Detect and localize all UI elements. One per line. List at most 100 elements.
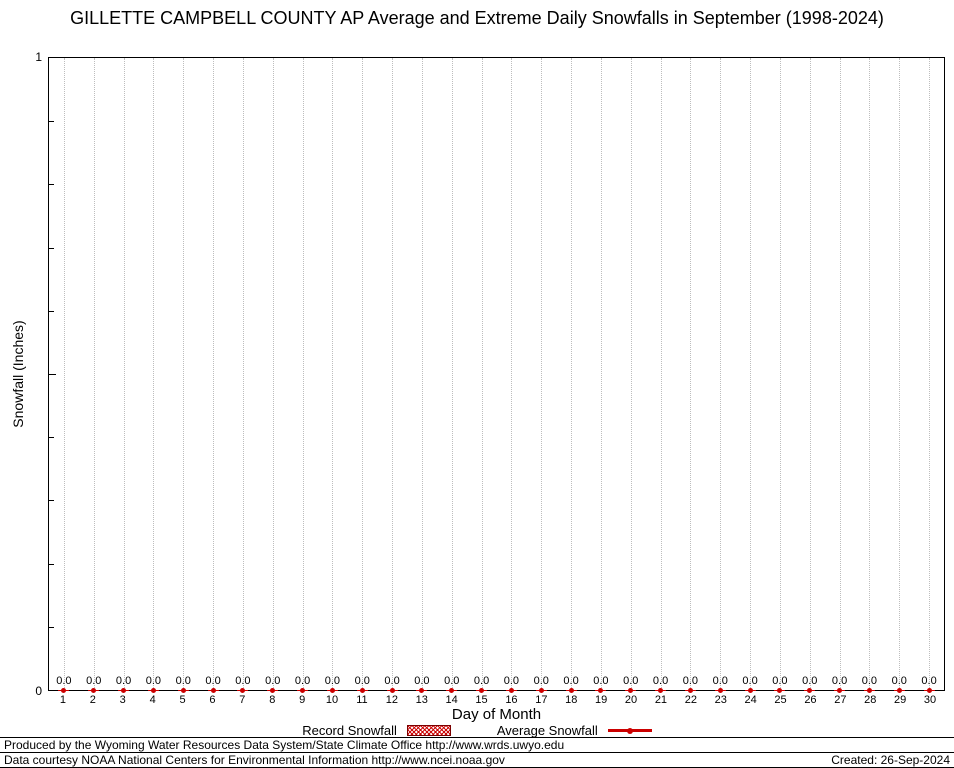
x-tick-label: 9 bbox=[299, 694, 306, 706]
footer-created-date: Created: 26-Sep-2024 bbox=[831, 753, 950, 767]
average-snowfall-marker-icon bbox=[207, 688, 219, 693]
average-snowfall-marker-icon bbox=[326, 688, 338, 693]
average-snowfall-marker-icon bbox=[505, 688, 517, 693]
average-snowfall-marker-icon bbox=[297, 688, 309, 693]
x-tick-label: 27 bbox=[834, 694, 847, 706]
x-tick-label: 8 bbox=[269, 694, 276, 706]
y-minor-tick bbox=[49, 121, 54, 123]
day-gridline bbox=[839, 58, 841, 690]
x-tick-label: 2 bbox=[89, 694, 96, 706]
x-tick-label: 10 bbox=[325, 694, 339, 706]
x-tick-label: 4 bbox=[149, 694, 156, 706]
day-gridline bbox=[63, 58, 65, 690]
y-tick-label-max: 1 bbox=[35, 50, 42, 64]
x-tick-label: 13 bbox=[415, 694, 428, 706]
day-gridline bbox=[720, 58, 722, 690]
average-snowfall-marker-icon bbox=[58, 688, 70, 693]
average-snowfall-marker-icon bbox=[118, 688, 130, 693]
day-gridline bbox=[451, 58, 453, 690]
legend: Record Snowfall Average Snowfall bbox=[0, 723, 954, 738]
x-tick-label: 28 bbox=[864, 694, 877, 706]
y-tick-label-min: 0 bbox=[35, 684, 42, 698]
record-snowfall-value-label: 0.0 bbox=[324, 675, 341, 687]
record-snowfall-value-label: 0.0 bbox=[175, 675, 191, 687]
x-tick-label: 18 bbox=[565, 694, 578, 706]
x-tick-label: 12 bbox=[385, 694, 398, 706]
legend-average-label: Average Snowfall bbox=[496, 723, 598, 738]
x-tick-label: 23 bbox=[714, 694, 727, 706]
day-gridline bbox=[750, 58, 752, 690]
average-snowfall-marker-icon bbox=[804, 688, 816, 693]
average-snowfall-marker-icon bbox=[237, 688, 249, 693]
record-snowfall-value-label: 0.0 bbox=[384, 675, 400, 687]
average-snowfall-marker-icon bbox=[356, 688, 368, 693]
record-snowfall-value-label: 0.0 bbox=[115, 675, 132, 687]
average-snowfall-marker-icon bbox=[565, 688, 577, 693]
footer-row: Data courtesy NOAA National Centers for … bbox=[0, 752, 954, 768]
average-snowfall-marker-icon bbox=[535, 688, 547, 693]
record-snowfall-value-label: 0.0 bbox=[414, 675, 430, 687]
average-snowfall-marker-icon bbox=[774, 688, 786, 693]
record-snowfall-value-label: 0.0 bbox=[503, 675, 520, 687]
record-snowfall-value-label: 0.0 bbox=[533, 675, 549, 687]
day-gridline bbox=[481, 58, 483, 690]
average-snowfall-marker-icon bbox=[684, 688, 696, 693]
x-axis-tick-labels: 1 2 3 4 5 6 7 8 9 10 11 12 13 14 15 16 17 18 19 20 21 22 23 24 2… bbox=[48, 694, 945, 708]
average-snowfall-marker-icon bbox=[893, 688, 905, 693]
x-tick-label: 17 bbox=[535, 694, 548, 706]
day-gridline bbox=[809, 58, 811, 690]
day-gridline bbox=[571, 58, 573, 690]
x-tick-label: 29 bbox=[894, 694, 907, 706]
y-minor-tick bbox=[49, 310, 54, 312]
average-snowfall-marker-icon bbox=[834, 688, 846, 693]
day-gridline bbox=[362, 58, 364, 690]
record-snowfall-value-label: 0.0 bbox=[354, 675, 370, 687]
y-minor-tick bbox=[49, 184, 54, 186]
average-snowfall-marker-icon bbox=[88, 688, 100, 693]
day-gridline bbox=[213, 58, 215, 690]
record-snowfall-value-label: 0.0 bbox=[86, 675, 102, 687]
day-gridline bbox=[779, 58, 781, 690]
day-gridline bbox=[183, 58, 185, 690]
x-tick-label: 3 bbox=[119, 694, 126, 706]
x-tick-label: 14 bbox=[445, 694, 458, 706]
footer-produced-by: Produced by the Wyoming Water Resources … bbox=[0, 737, 954, 752]
record-snowfall-value-label: 0.0 bbox=[623, 675, 639, 687]
average-snowfall-marker-icon bbox=[267, 688, 279, 693]
day-gridline bbox=[302, 58, 304, 690]
average-snowfall-marker-icon bbox=[177, 688, 189, 693]
record-snowfall-value-label: 0.0 bbox=[235, 675, 251, 687]
record-snowfall-value-label: 0.0 bbox=[921, 675, 937, 687]
average-snowfall-line-icon bbox=[607, 727, 652, 734]
record-snowfall-value-label: 0.0 bbox=[265, 675, 281, 687]
record-snowfall-value-label: 0.0 bbox=[145, 675, 162, 687]
x-tick-label: 19 bbox=[595, 694, 608, 706]
average-snowfall-marker-icon bbox=[386, 688, 398, 693]
record-snowfall-value-label: 0.0 bbox=[742, 675, 758, 687]
x-axis-title: Day of Month bbox=[451, 706, 542, 723]
y-minor-tick bbox=[49, 500, 54, 502]
chart-title: GILLETTE CAMPBELL COUNTY AP Average and … bbox=[70, 8, 884, 28]
record-snowfall-value-label: 0.0 bbox=[473, 675, 490, 687]
record-snowfall-value-label: 0.0 bbox=[861, 675, 878, 687]
average-snowfall-marker-icon bbox=[595, 688, 607, 693]
record-snowfall-value-label: 0.0 bbox=[593, 675, 609, 687]
y-minor-tick bbox=[49, 374, 56, 375]
record-snowfall-value-label: 0.0 bbox=[802, 675, 818, 687]
y-minor-tick bbox=[49, 247, 54, 249]
x-tick-label: 22 bbox=[684, 694, 697, 706]
x-tick-label: 16 bbox=[505, 694, 518, 706]
average-snowfall-marker-icon bbox=[625, 688, 637, 693]
average-snowfall-marker-icon bbox=[655, 688, 667, 693]
day-gridline bbox=[541, 58, 543, 690]
day-gridline bbox=[123, 58, 125, 690]
x-tick-label: 6 bbox=[209, 694, 216, 706]
day-gridline bbox=[690, 58, 692, 690]
record-snowfall-value-label: 0.0 bbox=[891, 675, 907, 687]
plot-area: 0.0 0.0 0.0 0.0 0.0 0.0 0.0 0.0 0.0 0.0 0.0 0.0 0.0 0… bbox=[48, 57, 945, 693]
x-tick-label: 21 bbox=[654, 694, 668, 706]
record-snowfall-swatch-icon bbox=[406, 725, 451, 736]
day-gridline bbox=[869, 58, 871, 690]
record-snowfall-value-label: 0.0 bbox=[205, 675, 221, 687]
record-snowfall-value-label: 0.0 bbox=[712, 675, 728, 687]
